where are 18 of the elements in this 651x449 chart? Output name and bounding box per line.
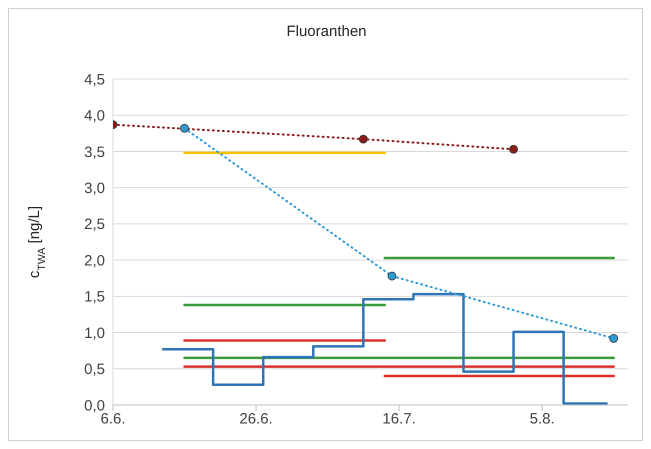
- y-tick-label: 2,5: [84, 216, 105, 234]
- point: [180, 124, 189, 133]
- y-tick-label: 3,5: [84, 144, 105, 161]
- point: [388, 272, 396, 280]
- x-tick-label: 16.7.: [382, 410, 416, 428]
- y-tick-label: 2,0: [84, 252, 105, 270]
- point: [609, 334, 618, 343]
- y-tick-label: 1,0: [84, 324, 105, 342]
- y-tick-label: 4,5: [84, 71, 105, 88]
- x-tick-label: 26.6.: [239, 410, 273, 428]
- y-tick-label: 3,0: [84, 180, 105, 197]
- chart-title: Fluoranthen: [285, 23, 368, 40]
- x-tick-label: 5.8.: [530, 410, 555, 428]
- point: [509, 144, 518, 154]
- y-tick-label: 0,5: [84, 361, 105, 378]
- point: [358, 134, 368, 144]
- y-tick-label: 1,5: [84, 288, 105, 306]
- y-tick-label: 4,0: [84, 108, 105, 125]
